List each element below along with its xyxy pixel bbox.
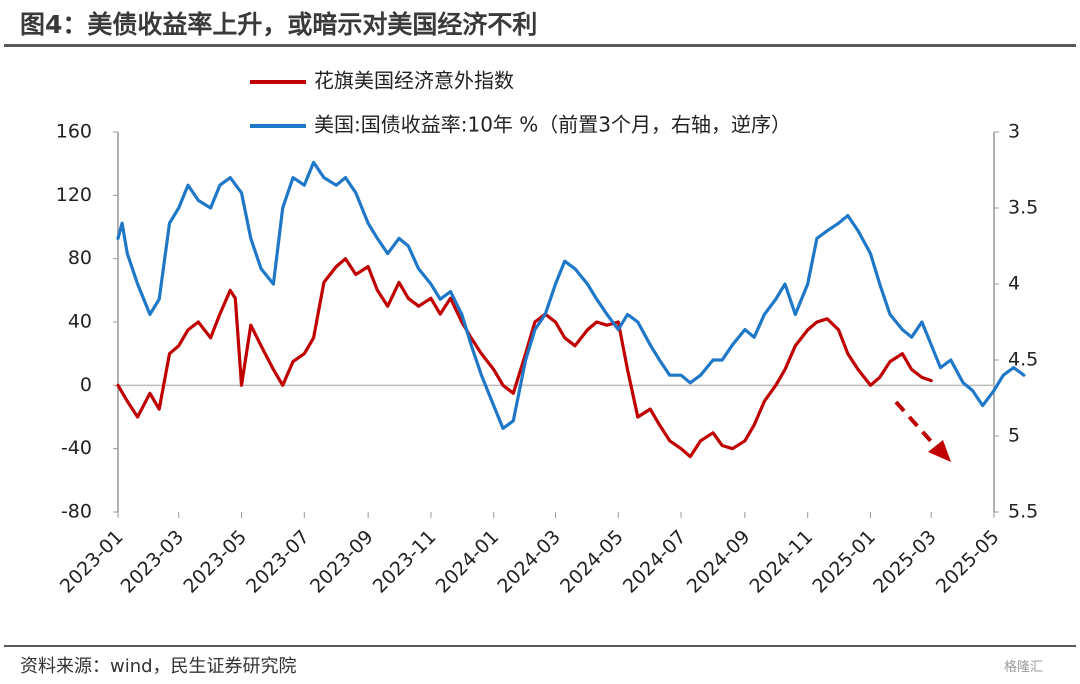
- x-tick-label: 2024-03: [493, 526, 565, 598]
- right-tick-label: 5.5: [1008, 501, 1038, 523]
- right-tick-label: 4: [1008, 273, 1020, 295]
- legend-label: 花旗美国经济意外指数: [314, 69, 514, 93]
- title-rule: [4, 44, 1076, 47]
- x-tick-label: 2024-01: [432, 526, 504, 598]
- right-tick-label: 5: [1008, 425, 1020, 447]
- series-lines: [116, 160, 1026, 459]
- projection-arrow-head: [928, 440, 951, 462]
- right-tick-label: 3.5: [1008, 197, 1038, 219]
- left-tick-label: 160: [56, 121, 92, 143]
- x-tick-label: 2023-01: [56, 526, 128, 598]
- x-tick-label: 2023-11: [369, 526, 441, 598]
- treasury-yield-line: [116, 160, 1026, 430]
- x-tick-label: 2024-05: [556, 526, 628, 598]
- axes: [113, 131, 999, 518]
- left-tick-label: 40: [68, 311, 92, 333]
- left-tick-label: 120: [56, 184, 92, 206]
- left-tick-label: 80: [68, 247, 92, 269]
- left-tick-label: -80: [61, 501, 92, 523]
- source-note: 资料来源：wind，民生证券研究院: [20, 656, 297, 677]
- right-tick-label: 3: [1008, 121, 1020, 143]
- x-tick-label: 2023-05: [179, 526, 251, 598]
- projection-arrow-shaft: [894, 400, 939, 450]
- left-tick-label: 0: [80, 374, 92, 396]
- x-tick-label: 2025-03: [869, 526, 941, 598]
- x-tick-label: 2024-07: [619, 526, 691, 598]
- legend-label: 美国:国债收益率:10年 %（前置3个月，右轴，逆序）: [314, 113, 791, 137]
- right-tick-label: 4.5: [1008, 349, 1038, 371]
- annotation: [894, 400, 951, 462]
- x-tick-label: 2023-09: [306, 526, 378, 598]
- watermark-logo: 格隆汇: [1004, 660, 1044, 675]
- x-tick-label: 2025-05: [932, 526, 1004, 598]
- tick-labels: 16012080400-40-8033.544.555.52023-012023…: [56, 121, 1038, 598]
- x-tick-label: 2023-03: [117, 526, 189, 598]
- surprise-index-line: [116, 257, 933, 459]
- x-tick-label: 2024-09: [683, 526, 755, 598]
- x-tick-label: 2023-07: [242, 526, 314, 598]
- footer-rule: [4, 645, 1076, 647]
- title-bar: 图4：美债收益率上升，或暗示对美国经济不利: [20, 6, 1060, 44]
- x-tick-label: 2024-11: [746, 526, 818, 598]
- chart-title: 图4：美债收益率上升，或暗示对美国经济不利: [20, 10, 538, 39]
- x-tick-label: 2025-01: [808, 526, 880, 598]
- left-tick-label: -40: [61, 437, 92, 459]
